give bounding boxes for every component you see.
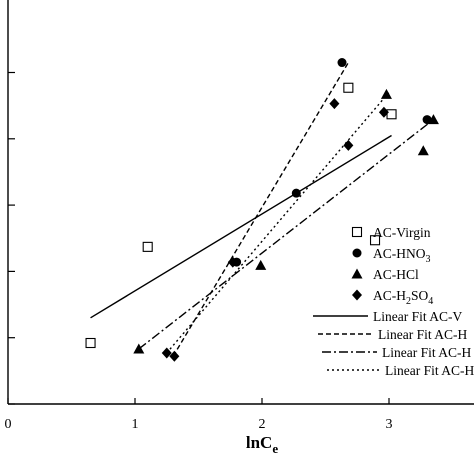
legend-fit-label-4: Linear Fit AC-H: [385, 363, 474, 378]
fit-line-2: [172, 62, 349, 357]
data-points: [85, 58, 439, 362]
point-4-3: [227, 256, 238, 268]
legend: AC-Virgin AC-HNO3 AC-HCl AC-H2SO4 Linear Fit…: [313, 225, 474, 378]
point-3-3: [380, 88, 392, 99]
x-tick-label-2: 2: [259, 417, 266, 432]
legend-marker-4: [352, 289, 362, 301]
x-axis-label: lnCe: [246, 433, 278, 456]
legend-marker-1: [351, 226, 363, 238]
x-tick-label-3: 3: [386, 417, 393, 432]
legend-label-3: AC-HCl: [373, 267, 419, 282]
x-ticks: 0 1 2 3: [5, 398, 393, 432]
point-2-2: [291, 188, 301, 198]
point-3-2: [255, 259, 267, 270]
legend-label-1: AC-Virgin: [373, 225, 431, 240]
y-ticks: [8, 71, 15, 405]
point-1-4: [369, 235, 381, 246]
point-1-5: [386, 109, 397, 120]
point-4-6: [378, 106, 389, 118]
point-4-5: [343, 139, 354, 151]
point-4-1: [161, 347, 172, 359]
legend-fit-label-3: Linear Fit AC-H: [382, 345, 471, 360]
point-1-1: [85, 337, 96, 349]
fit-lines: [90, 62, 434, 357]
x-tick-label-1: 1: [132, 417, 139, 432]
legend-marker-2: [352, 248, 362, 258]
legend-fit-label-1: Linear Fit AC-V: [373, 309, 462, 324]
point-4-2: [169, 350, 180, 362]
fit-line-4: [166, 91, 390, 354]
point-3-4: [417, 145, 429, 156]
fit-line-1: [90, 134, 392, 319]
legend-fit-label-2: Linear Fit AC-H: [378, 327, 467, 342]
point-2-3: [337, 58, 347, 68]
legend-label-4: AC-H2SO4: [373, 288, 433, 307]
point-1-2: [142, 241, 153, 252]
point-3-5: [427, 114, 439, 125]
plot-frame: [7, 0, 474, 405]
fit-line-3: [138, 119, 434, 350]
legend-marker-3: [351, 268, 363, 279]
point-3-1: [133, 343, 145, 354]
point-1-3: [343, 82, 354, 93]
legend-label-2: AC-HNO3: [373, 246, 431, 265]
x-tick-label-0: 0: [5, 417, 12, 432]
point-4-4: [329, 98, 340, 110]
